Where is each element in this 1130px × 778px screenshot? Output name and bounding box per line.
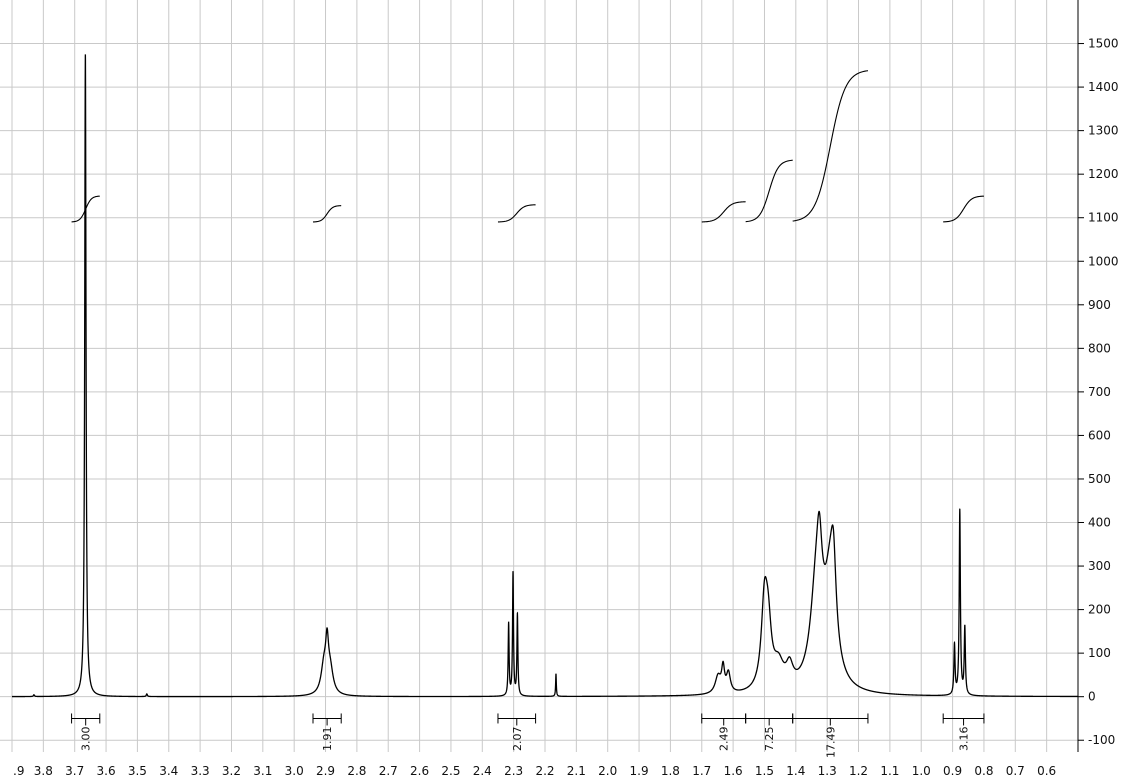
x-tick-label: 3.3 xyxy=(191,764,210,778)
integral-curve xyxy=(497,204,536,223)
y-tick-label: 600 xyxy=(1088,428,1111,442)
integral-value-label: 7.25 xyxy=(763,727,776,752)
x-tick-label: 1.4 xyxy=(786,764,805,778)
y-tick-label: 1400 xyxy=(1088,80,1119,94)
x-tick-label: 3.6 xyxy=(97,764,116,778)
spectrum-line xyxy=(12,54,1078,698)
x-axis-ticks: .9 3.8 3.7 3.6 3.5 3.4 3.3 3.2 3.1 3.0 2.9 2.8 2.7 2.… xyxy=(13,764,1056,778)
integral-curve xyxy=(312,205,342,223)
integral-curves xyxy=(71,70,984,223)
integral-value-label: 1.91 xyxy=(321,727,334,752)
y-tick-label: 500 xyxy=(1088,472,1111,486)
integral-curve xyxy=(943,195,984,223)
y-tick-label: 400 xyxy=(1088,516,1111,530)
x-tick-label: .9 xyxy=(13,764,24,778)
x-tick-label: 2.9 xyxy=(316,764,335,778)
y-tick-label: 0 xyxy=(1088,690,1096,704)
x-tick-label: 2.4 xyxy=(473,764,492,778)
x-tick-label: 2.3 xyxy=(504,764,523,778)
integral-value-label: 2.49 xyxy=(718,727,731,752)
x-tick-label: 3.5 xyxy=(128,764,147,778)
x-tick-label: 1.7 xyxy=(692,764,711,778)
x-tick-label: 0.8 xyxy=(974,764,993,778)
y-tick-label: 300 xyxy=(1088,559,1111,573)
y-tick-label: 800 xyxy=(1088,341,1111,355)
x-tick-label: 2.1 xyxy=(567,764,586,778)
y-tick-label: 200 xyxy=(1088,603,1111,617)
x-tick-label: 3.7 xyxy=(65,764,84,778)
y-tick-label: 100 xyxy=(1088,646,1111,660)
y-tick-label: 900 xyxy=(1088,298,1111,312)
integral-value-label: 3.00 xyxy=(80,727,93,752)
x-tick-label: 1.1 xyxy=(880,764,899,778)
x-tick-label: 3.2 xyxy=(222,764,241,778)
x-tick-label: 3.8 xyxy=(34,764,53,778)
x-tick-label: 2.7 xyxy=(379,764,398,778)
y-tick-label: 1500 xyxy=(1088,37,1119,51)
integral-value-label: 17.49 xyxy=(824,727,837,759)
vertical-grid xyxy=(11,0,1048,752)
x-tick-label: 3.1 xyxy=(253,764,272,778)
x-tick-label: 1.9 xyxy=(630,764,649,778)
y-axis-ticks: 1500140013001200110010009008007006005004… xyxy=(1078,37,1119,747)
y-tick-label: -100 xyxy=(1088,733,1115,747)
integral-curve xyxy=(745,159,793,223)
x-tick-label: 0.7 xyxy=(1006,764,1025,778)
x-tick-label: 0.9 xyxy=(943,764,962,778)
y-tick-label: 1200 xyxy=(1088,167,1119,181)
integral-value-label: 3.16 xyxy=(958,727,971,752)
y-tick-label: 1100 xyxy=(1088,211,1119,225)
integral-curve xyxy=(701,201,746,223)
x-tick-label: 1.8 xyxy=(661,764,680,778)
y-tick-label: 1000 xyxy=(1088,254,1119,268)
integral-brackets: 3.00 1.91 2.07 2.49 7.25 17.49 3.16 xyxy=(71,713,985,759)
x-tick-label: 3.0 xyxy=(285,764,304,778)
y-tick-label: 700 xyxy=(1088,385,1111,399)
x-tick-label: 0.6 xyxy=(1037,764,1056,778)
x-tick-label: 1.3 xyxy=(818,764,837,778)
y-tick-label: 1300 xyxy=(1088,124,1119,138)
integral-value-label: 2.07 xyxy=(511,727,524,752)
x-tick-label: 3.4 xyxy=(159,764,178,778)
x-tick-label: 2.8 xyxy=(347,764,366,778)
horizontal-grid xyxy=(0,43,1078,741)
x-tick-label: 1.6 xyxy=(724,764,743,778)
x-tick-label: 1.5 xyxy=(755,764,774,778)
integral-curve xyxy=(792,70,869,222)
x-tick-label: 2.2 xyxy=(535,764,554,778)
x-tick-label: 2.0 xyxy=(598,764,617,778)
x-tick-label: 1.0 xyxy=(912,764,931,778)
x-tick-label: 2.6 xyxy=(410,764,429,778)
x-tick-label: 1.2 xyxy=(849,764,868,778)
x-tick-label: 2.5 xyxy=(441,764,460,778)
